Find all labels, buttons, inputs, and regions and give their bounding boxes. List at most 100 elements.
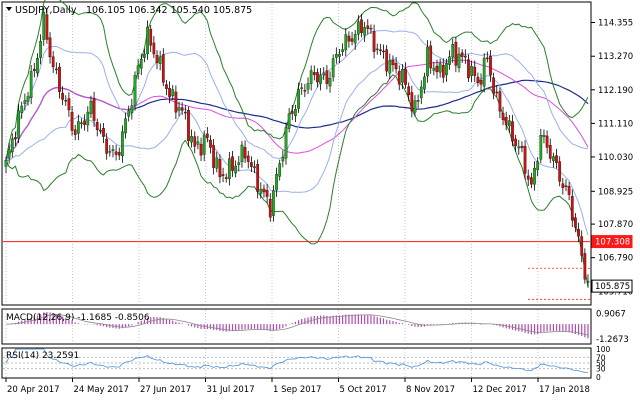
- bear-candle: [476, 76, 480, 83]
- vertical-gridlines: [5, 4, 539, 377]
- bear-candle: [583, 253, 587, 280]
- bear-candle: [350, 38, 354, 42]
- bear-candle: [51, 56, 55, 68]
- bear-candle: [64, 100, 68, 102]
- bull-candle: [80, 122, 83, 125]
- bear-candle: [99, 130, 102, 132]
- bear-candle: [316, 72, 319, 83]
- bear-candle: [70, 112, 74, 131]
- bull-candle: [139, 59, 143, 69]
- bear-candle: [561, 183, 565, 188]
- x-tick-label: 5 Oct 2017: [340, 385, 387, 395]
- bear-candle: [54, 68, 58, 71]
- x-tick-label: 31 Jul 2017: [207, 385, 255, 395]
- bull-candle: [334, 54, 338, 58]
- bull-candle: [23, 100, 27, 104]
- rsi-series: [5, 348, 589, 373]
- bull-candle: [401, 69, 404, 83]
- bear-candle: [530, 177, 533, 185]
- bull-candle: [482, 57, 486, 87]
- bear-candle: [32, 68, 36, 72]
- time-axis: 20 Apr 2017 24 May 2017 27 Jun 2017 31 Jul …: [5, 378, 590, 395]
- inner-band-upper-line: [5, 30, 589, 161]
- bull-candle: [7, 149, 11, 159]
- macd-label: MACD(12,26,9) -1.1685 -0.8506: [6, 313, 150, 323]
- bear-candle: [501, 113, 505, 120]
- bull-candle: [190, 136, 193, 143]
- bear-candle: [303, 90, 307, 92]
- bear-candle: [14, 137, 17, 140]
- rsi-tick-label: 0: [596, 373, 601, 382]
- bear-candle: [174, 91, 178, 113]
- bear-candle: [404, 68, 407, 85]
- bear-candle: [325, 70, 329, 84]
- x-tick-label: 27 Jun 2017: [140, 385, 191, 395]
- price-tag-box: [591, 235, 633, 249]
- bull-candle: [39, 40, 42, 58]
- bear-candle: [45, 14, 49, 40]
- bull-candle: [196, 141, 200, 145]
- bear-candle: [570, 196, 574, 221]
- bear-candle: [360, 19, 363, 33]
- bull-candle: [388, 60, 392, 74]
- bull-candle: [177, 107, 181, 111]
- bear-candle: [498, 91, 502, 112]
- bear-candle: [155, 54, 159, 64]
- x-tick-label: 12 Dec 2017: [473, 385, 527, 395]
- bear-candle: [545, 135, 549, 148]
- bull-candle: [202, 134, 206, 155]
- bull-candle: [146, 26, 149, 55]
- candlestick-series: [4, 7, 590, 288]
- bollinger-lower-line: [5, 74, 589, 287]
- bear-candle: [83, 120, 86, 125]
- bull-candle: [300, 87, 304, 89]
- bull-candle: [356, 21, 360, 35]
- bollinger-upper-line: [5, 0, 589, 161]
- bull-candle: [275, 174, 278, 191]
- bull-candle: [272, 190, 275, 216]
- bear-candle: [479, 80, 483, 85]
- bull-candle: [309, 70, 313, 84]
- chart-symbol: USDJPY,Daily: [15, 5, 77, 16]
- bear-candle: [567, 186, 571, 195]
- bull-candle: [294, 109, 297, 116]
- bull-candle: [423, 76, 426, 90]
- bull-candle: [278, 163, 282, 177]
- y-tick-label: 111.110: [598, 119, 633, 129]
- bear-candle: [58, 66, 61, 92]
- bull-candle: [331, 58, 335, 78]
- bear-candle: [429, 45, 433, 69]
- bear-candle: [199, 143, 203, 156]
- bull-candle: [341, 49, 344, 53]
- bull-candle: [328, 77, 332, 87]
- bull-candle: [111, 149, 115, 151]
- bull-candle: [344, 34, 348, 51]
- bull-candle: [36, 58, 39, 74]
- bear-candle: [489, 56, 492, 76]
- bull-candle: [517, 146, 521, 149]
- bull-candle: [121, 131, 124, 157]
- bull-candle: [448, 56, 451, 65]
- bull-candle: [586, 281, 590, 283]
- bull-candle: [508, 120, 511, 127]
- bear-candle: [114, 151, 118, 155]
- bear-candle: [485, 57, 489, 60]
- bear-candle: [520, 146, 524, 148]
- bear-candle: [290, 111, 294, 114]
- bull-candle: [287, 113, 291, 129]
- bull-candle: [124, 118, 127, 134]
- price-tag-label: 107.308: [595, 238, 630, 248]
- bear-candle: [523, 146, 527, 174]
- bull-candle: [375, 48, 379, 51]
- bull-candle: [240, 144, 244, 163]
- bear-candle: [193, 136, 197, 147]
- macd-series: [6, 312, 589, 339]
- bear-candle: [410, 92, 414, 112]
- collapse-arrow-icon[interactable]: [6, 7, 12, 11]
- bear-candle: [382, 50, 385, 53]
- bull-candle: [281, 156, 285, 162]
- bull-candle: [130, 105, 134, 113]
- bear-candle: [379, 49, 382, 51]
